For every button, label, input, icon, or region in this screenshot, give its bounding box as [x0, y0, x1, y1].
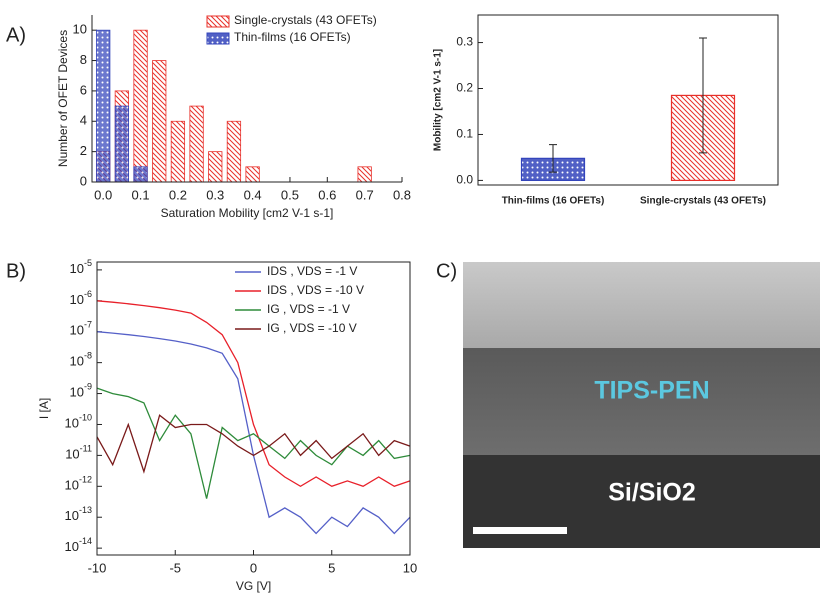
legend-label: IDS , VDS = -1 V	[267, 264, 357, 278]
line-series	[96, 387, 411, 499]
x-tick-label: 0.3	[206, 187, 224, 202]
x-tick-label: 10	[403, 560, 417, 575]
bar	[152, 60, 167, 183]
x-tick-label: 0.2	[169, 187, 187, 202]
y-tick-label: 8	[80, 52, 87, 67]
y-tick-label: 10-14	[65, 537, 92, 555]
y-tick-label: 0.3	[456, 35, 473, 49]
layer-label: TIPS-PEN	[594, 377, 709, 405]
x-tick-label: 0.0	[94, 187, 112, 202]
error-bar	[699, 37, 707, 154]
y-tick-label: 0.1	[456, 127, 473, 141]
bar	[189, 105, 204, 183]
error-bar	[549, 144, 557, 173]
y-tick-label: 4	[80, 113, 87, 128]
x-tick-label: Thin-films (16 OFETs)	[502, 196, 605, 207]
y-tick-label: 2	[80, 143, 87, 158]
y-tick-label: 10-13	[65, 506, 92, 524]
sem-image: TIPS-PEN Si/SiO2	[463, 262, 820, 548]
x-tick-label: 0.1	[132, 187, 150, 202]
axes-frame	[91, 15, 402, 183]
chart: 0 2 4 6 8 10 0.0 0.1 0.2 0.3 0.4 0.5 0.6 0.7 0.8 Satura…	[56, 13, 411, 220]
layer-label: Si/SiO2	[608, 479, 696, 507]
x-axis-title: VG [V]	[236, 579, 271, 593]
y-tick-label: 10-7	[70, 320, 92, 338]
legend-label: Thin-films (16 OFETs)	[234, 30, 351, 44]
x-tick-label: -5	[169, 560, 181, 575]
chart: 0.0 0.1 0.2 0.3 Mobility [cm2 V-1 s-1] Thin-f…	[433, 14, 779, 207]
y-tick-label: 10-12	[65, 475, 92, 493]
layer-film	[463, 348, 820, 456]
scale-bar	[473, 527, 567, 534]
panel-label: A)	[6, 24, 26, 46]
x-tick-label: 0.6	[318, 187, 336, 202]
bar	[357, 166, 372, 183]
y-tick-label: 10	[73, 22, 87, 37]
y-axis-title: Mobility [cm2 V-1 s-1]	[433, 49, 444, 151]
y-tick-label: 0.2	[456, 81, 473, 95]
bar	[96, 29, 111, 183]
x-tick-label: 0	[250, 560, 257, 575]
x-tick-label: 0.4	[244, 187, 262, 202]
y-tick-label: 10-11	[65, 444, 92, 462]
legend-label: Single-crystals (43 OFETs)	[234, 13, 377, 27]
bar	[226, 120, 242, 183]
bar	[114, 105, 130, 183]
legend-label: IDS , VDS = -10 V	[267, 283, 364, 297]
bar	[170, 120, 186, 183]
chart: 10-510-610-710-810-910-1010-1110-1210-13…	[37, 258, 417, 593]
x-tick-label: 0.8	[393, 187, 411, 202]
y-tick-label: 10-8	[70, 351, 92, 369]
y-tick-label: 10-5	[70, 258, 92, 276]
y-tick-label: 10-9	[70, 382, 92, 400]
x-tick-label: 0.7	[356, 187, 374, 202]
y-tick-label: 10-6	[70, 289, 92, 307]
panel-label: C)	[436, 260, 457, 282]
y-tick-label: 0.0	[456, 173, 473, 187]
legend-swatch	[206, 32, 230, 45]
legend-label: IG , VDS = -1 V	[267, 302, 350, 316]
axes-frame	[96, 261, 411, 556]
y-tick-label: 0	[80, 173, 87, 188]
line-series	[96, 300, 411, 488]
x-axis-title: Saturation Mobility [cm2 V-1 s-1]	[161, 206, 334, 220]
x-tick-label: 0.5	[281, 187, 299, 202]
bar	[133, 166, 148, 183]
bar	[208, 151, 223, 183]
layer-top	[463, 262, 820, 350]
y-tick-label: 10-10	[65, 413, 92, 431]
x-tick-label: Single-crystals (43 OFETs)	[640, 196, 766, 207]
x-tick-label: -10	[88, 560, 107, 575]
x-tick-label: 5	[328, 560, 335, 575]
axes-frame	[477, 14, 779, 186]
y-axis-title: Number of OFET Devices	[56, 30, 70, 167]
legend-swatch	[206, 15, 230, 28]
y-axis-title: I [A]	[37, 398, 51, 419]
legend-label: IG , VDS = -10 V	[267, 321, 357, 335]
bar	[133, 29, 148, 183]
panel-label: B)	[6, 260, 26, 282]
y-tick-label: 6	[80, 82, 87, 97]
line-series	[96, 331, 411, 535]
bar	[245, 166, 260, 183]
line-series	[96, 414, 411, 474]
